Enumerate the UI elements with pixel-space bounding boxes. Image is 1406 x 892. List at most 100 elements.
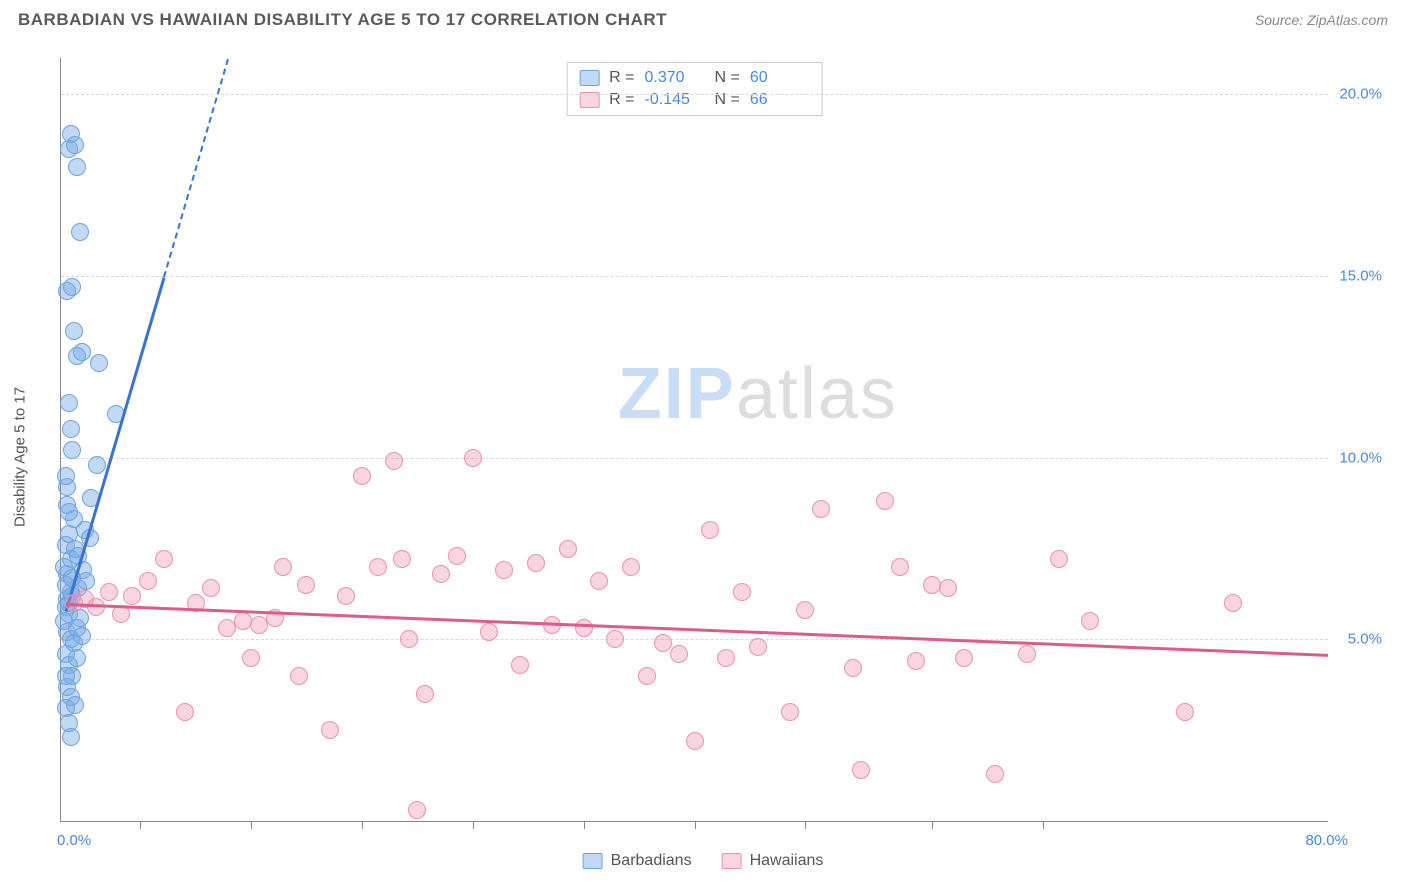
correlation-legend: R = 0.370 N = 60 R =-0.145N =66 <box>566 62 823 116</box>
plot-area: ZIPatlas R =0.370N =60R =-0.145N =66 0.0… <box>60 58 1328 822</box>
y-tick-label: 10.0% <box>1339 449 1382 466</box>
data-point <box>123 587 141 605</box>
x-tick <box>251 821 252 829</box>
data-point <box>393 550 411 568</box>
data-point <box>60 503 78 521</box>
data-point <box>876 492 894 510</box>
page-title: BARBADIAN VS HAWAIIAN DISABILITY AGE 5 T… <box>18 10 667 30</box>
x-tick <box>695 821 696 829</box>
data-point <box>1176 703 1194 721</box>
data-point <box>100 583 118 601</box>
data-point <box>955 649 973 667</box>
data-point <box>321 721 339 739</box>
watermark: ZIPatlas <box>618 353 898 435</box>
x-axis-origin: 0.0% <box>57 832 91 849</box>
data-point <box>73 627 91 645</box>
data-point <box>733 583 751 601</box>
data-point <box>812 500 830 518</box>
data-point <box>432 565 450 583</box>
x-tick <box>932 821 933 829</box>
data-point <box>852 761 870 779</box>
x-tick <box>140 821 141 829</box>
legend-series-name: Barbadians <box>611 852 692 870</box>
data-point <box>448 547 466 565</box>
data-point <box>68 158 86 176</box>
data-point <box>527 554 545 572</box>
legend-n-value: 60 <box>750 69 810 87</box>
data-point <box>907 652 925 670</box>
data-point <box>796 601 814 619</box>
legend-r-label: R = <box>609 69 634 87</box>
data-point <box>62 125 80 143</box>
x-tick <box>805 821 806 829</box>
data-point <box>986 765 1004 783</box>
data-point <box>670 645 688 663</box>
data-point <box>400 630 418 648</box>
legend-item: Barbadians <box>583 852 692 870</box>
series-legend: Barbadians Hawaiians <box>583 852 824 870</box>
y-axis-label: Disability Age 5 to 17 <box>12 387 29 527</box>
data-point <box>274 558 292 576</box>
data-point <box>90 354 108 372</box>
data-point <box>464 449 482 467</box>
gridline <box>61 276 1328 277</box>
data-point <box>408 801 426 819</box>
y-tick-label: 20.0% <box>1339 86 1382 103</box>
data-point <box>701 521 719 539</box>
chart-container: Disability Age 5 to 17 ZIPatlas R =0.370… <box>18 40 1388 874</box>
legend-swatch <box>583 853 603 869</box>
data-point <box>297 576 315 594</box>
data-point <box>559 540 577 558</box>
data-point <box>73 343 91 361</box>
data-point <box>686 732 704 750</box>
gridline <box>61 94 1328 95</box>
data-point <box>369 558 387 576</box>
y-tick-label: 15.0% <box>1339 268 1382 285</box>
data-point <box>638 667 656 685</box>
data-point <box>353 467 371 485</box>
data-point <box>71 223 89 241</box>
legend-r-value: 0.370 <box>645 69 705 87</box>
data-point <box>290 667 308 685</box>
data-point <box>480 623 498 641</box>
data-point <box>1224 594 1242 612</box>
legend-swatch <box>722 853 742 869</box>
data-point <box>1081 612 1099 630</box>
data-point <box>337 587 355 605</box>
data-point <box>590 572 608 590</box>
data-point <box>63 441 81 459</box>
source-attribution: Source: ZipAtlas.com <box>1255 12 1388 28</box>
legend-series-name: Hawaiians <box>750 852 824 870</box>
data-point <box>68 649 86 667</box>
data-point <box>176 703 194 721</box>
data-point <box>62 728 80 746</box>
data-point <box>202 579 220 597</box>
legend-row: R =-0.145N =66 <box>579 89 810 111</box>
legend-swatch <box>579 70 599 86</box>
x-tick <box>362 821 363 829</box>
data-point <box>139 572 157 590</box>
data-point <box>844 659 862 677</box>
data-point <box>781 703 799 721</box>
y-tick-label: 5.0% <box>1348 631 1382 648</box>
data-point <box>511 656 529 674</box>
data-point <box>88 456 106 474</box>
legend-n-label: N = <box>715 69 740 87</box>
data-point <box>55 612 73 630</box>
data-point <box>939 579 957 597</box>
data-point <box>63 278 81 296</box>
x-tick <box>473 821 474 829</box>
data-point <box>57 467 75 485</box>
data-point <box>495 561 513 579</box>
trend-line-extrapolated <box>163 59 229 278</box>
data-point <box>1018 645 1036 663</box>
data-point <box>891 558 909 576</box>
data-point <box>717 649 735 667</box>
x-tick <box>1043 821 1044 829</box>
data-point <box>575 619 593 637</box>
data-point <box>57 667 75 685</box>
data-point <box>622 558 640 576</box>
data-point <box>155 550 173 568</box>
legend-item: Hawaiians <box>722 852 824 870</box>
gridline <box>61 458 1328 459</box>
